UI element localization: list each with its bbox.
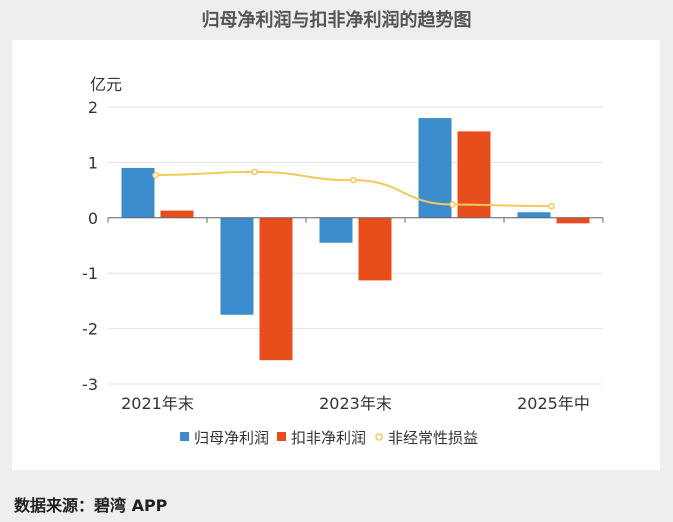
bar-扣非净利润 [160, 210, 194, 218]
bar-扣非净利润 [259, 217, 293, 361]
line-series [152, 168, 555, 210]
legend-swatch [375, 433, 383, 441]
y-tick-label: -3 [82, 375, 98, 394]
line-point [350, 176, 357, 184]
x-tick-label: 2025年中 [517, 394, 590, 413]
bar-归母净利润 [517, 212, 551, 218]
legend-swatch [180, 432, 189, 441]
line-point [548, 202, 555, 210]
y-tick-label: 1 [88, 153, 98, 172]
grid-lines [108, 106, 603, 385]
y-tick-label: -2 [82, 320, 98, 339]
bar-扣非净利润 [556, 217, 590, 224]
bar-扣非净利润 [358, 217, 392, 281]
bar-归母净利润 [319, 217, 353, 243]
legend-label: 扣非净利润 [291, 429, 366, 447]
legend: 归母净利润 扣非净利润 非经常性损益 [180, 429, 478, 447]
y-tick-label: 2 [88, 98, 98, 117]
y-tick-label: -1 [82, 264, 98, 283]
chart-title: 归母净利润与扣非净利润的趋势图 [201, 10, 472, 31]
chart-panel [12, 40, 660, 470]
bars [121, 118, 590, 361]
bar-扣非净利润 [457, 131, 491, 218]
data-source-note: 数据来源：碧湾 APP [14, 496, 168, 515]
x-tick-label: 2021年末 [121, 394, 194, 413]
line-point [251, 168, 258, 176]
y-tick-label: 0 [88, 209, 98, 228]
x-tick-label: 2023年末 [319, 394, 392, 413]
line-point [449, 201, 456, 208]
bar-归母净利润 [220, 217, 254, 315]
bar-归母净利润 [121, 167, 155, 218]
axes: -3 -2 -1 0 1 2 亿元 2021年末 2023年末 2025年中 [82, 75, 604, 413]
line-point [152, 171, 159, 179]
legend-label: 非经常性损益 [388, 429, 478, 447]
legend-label: 归母净利润 [194, 429, 269, 447]
legend-swatch [277, 432, 286, 441]
y-axis-label: 亿元 [90, 75, 122, 94]
